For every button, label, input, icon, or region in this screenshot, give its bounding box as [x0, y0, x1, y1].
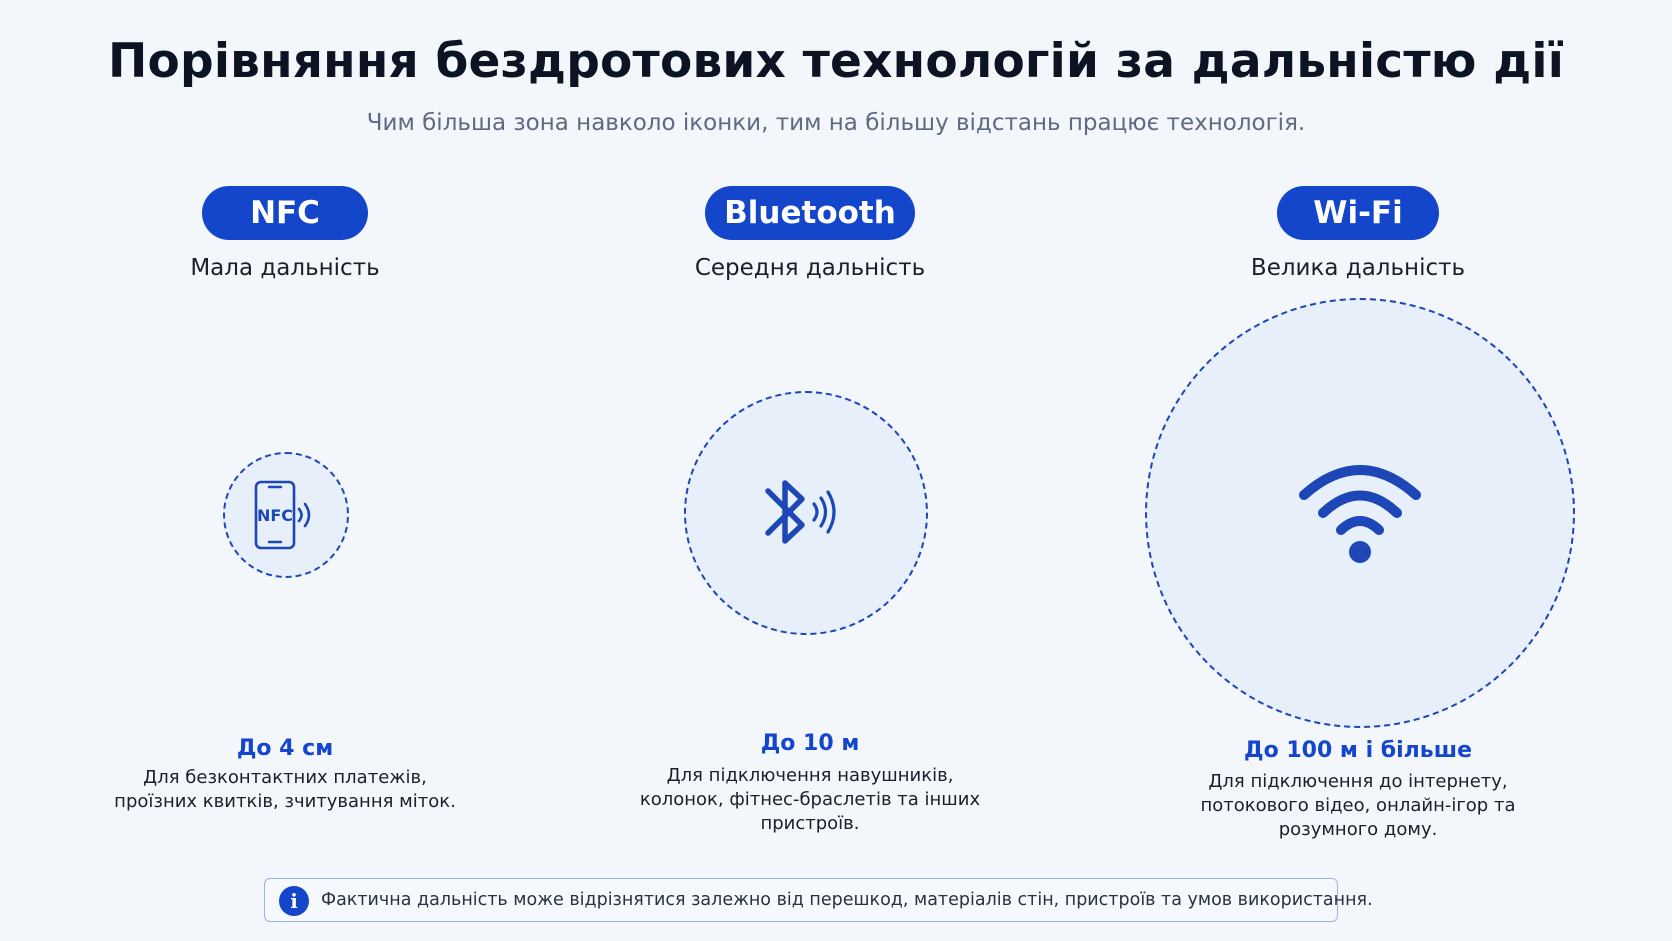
bluetooth-description-line: Для підключення навушників, [666, 765, 954, 786]
wifi-description-line: розумного дому. [1278, 819, 1438, 840]
wifi-range-label: Велика дальність [1250, 255, 1466, 281]
bluetooth-description-line: колонок, фітнес-браслетів та інших [639, 789, 981, 810]
bluetooth-distance: До 10 м [760, 731, 860, 756]
bluetooth-icon [765, 480, 836, 544]
footer-note-text: Фактична дальність може відрізнятися зал… [321, 890, 1373, 910]
nfc-distance: До 4 см [236, 736, 334, 761]
nfc-badge: NFC [202, 186, 368, 240]
wifi-column: Wi-Fi Велика дальність До 100 м і більше… [1098, 0, 1618, 941]
bluetooth-column: Bluetooth Середня дальність До 10 м Для … [550, 0, 1070, 941]
nfc-range-label: Мала дальність [190, 255, 380, 281]
wifi-description-line: Для підключення до інтернету, [1208, 771, 1508, 792]
wifi-range-zone [1145, 298, 1575, 728]
nfc-description-line: проїзних квитків, зчитування міток. [114, 791, 456, 812]
bluetooth-description: Для підключення навушників, колонок, фіт… [550, 764, 1070, 836]
wifi-description-line: потокового відео, онлайн-ігор та [1200, 795, 1516, 816]
nfc-description-line: Для безконтактних платежів, [143, 767, 427, 788]
page-title: Порівняння бездротових технологій за дал… [107, 34, 1565, 89]
bluetooth-badge: Bluetooth [705, 186, 915, 240]
wifi-distance: До 100 м і більше [1243, 738, 1472, 763]
wifi-icon [1299, 465, 1421, 563]
bluetooth-range-label: Середня дальність [694, 255, 926, 281]
nfc-description: Для безконтактних платежів, проїзних кви… [25, 766, 545, 814]
info-icon: i [279, 886, 309, 916]
wifi-description: Для підключення до інтернету, потокового… [1098, 770, 1618, 842]
wifi-badge: Wi-Fi [1277, 186, 1439, 240]
bluetooth-range-zone [684, 391, 928, 635]
nfc-phone-icon: NFC [254, 480, 311, 550]
nfc-column: NFC Мала дальність NFC До 4 см Для безко… [25, 0, 545, 941]
nfc-icon-text: NFC [257, 506, 293, 525]
nfc-range-zone: NFC [223, 452, 349, 578]
footer-note: i Фактична дальність може відрізнятися з… [264, 878, 1373, 922]
bluetooth-description-line: пристроїв. [760, 813, 860, 834]
page-subtitle: Чим більша зона навколо іконки, тим на б… [366, 110, 1306, 136]
